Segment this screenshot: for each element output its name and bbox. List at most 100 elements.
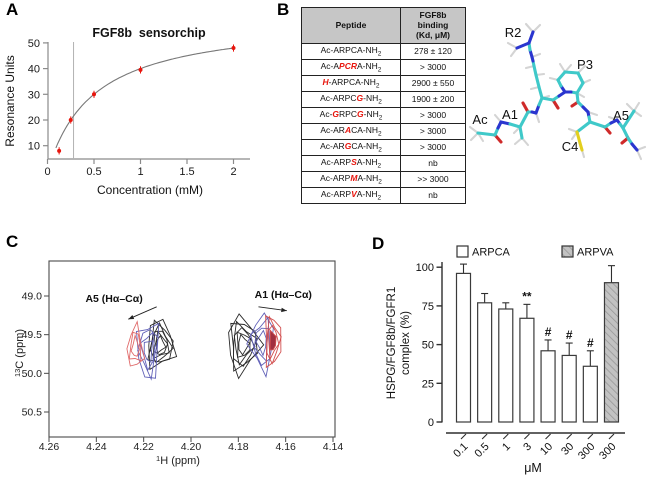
svg-text:1: 1 bbox=[137, 166, 143, 178]
d-xtick-label: 1 bbox=[500, 441, 513, 454]
c-peak-label-0: A5 (Hα–Cα) bbox=[85, 293, 142, 305]
complex-bar-chart: 0 25 50 75 100 0.1 0.5 1 ** 3 #10 #30 #300 300 μM HSPG/… bbox=[386, 245, 625, 475]
d-bars bbox=[455, 263, 620, 423]
peptide-row: Ac-GRPCG-NH2 > 3000 bbox=[301, 106, 466, 124]
peptide-row: Ac-ARPSA-NH2 nb bbox=[301, 154, 466, 172]
svg-text:50: 50 bbox=[28, 38, 40, 50]
svg-text:30: 30 bbox=[28, 89, 40, 101]
peptide-cell: Ac-APCRA-NH2 bbox=[301, 58, 401, 76]
residue-label-A5: A5 bbox=[613, 108, 629, 123]
peptide-row: Ac-ARPCG-NH2 1900 ± 200 bbox=[301, 90, 466, 108]
d-xtick-label: 300 bbox=[597, 441, 618, 462]
svg-text:20: 20 bbox=[28, 115, 40, 127]
d-legend-label-arpva: ARPVA bbox=[577, 247, 614, 259]
c-shift-arrow-0 bbox=[128, 306, 157, 320]
peptide-row: Ac-ARPMA-NH2 >> 3000 bbox=[301, 170, 466, 188]
svg-text:100: 100 bbox=[416, 262, 434, 274]
svg-text:49.5: 49.5 bbox=[22, 329, 43, 341]
svg-text:0: 0 bbox=[44, 166, 50, 178]
d-axes bbox=[436, 262, 625, 440]
kd-cell: nb bbox=[400, 186, 466, 204]
svg-text:50: 50 bbox=[422, 340, 434, 352]
svg-text:4.16: 4.16 bbox=[275, 441, 296, 453]
peptide-row: Ac-ARACA-NH2 > 3000 bbox=[301, 122, 466, 140]
peptide-column-header: Peptide bbox=[301, 7, 401, 44]
a-axes bbox=[43, 42, 250, 164]
peptide-cell: Ac-ARPSA-NH2 bbox=[301, 154, 401, 172]
peptide-row: Ac-ARGCA-NH2 > 3000 bbox=[301, 138, 466, 156]
d-legend-swatch-arpva bbox=[561, 245, 574, 258]
svg-text:4.22: 4.22 bbox=[133, 441, 154, 453]
svg-text:4.20: 4.20 bbox=[181, 441, 202, 453]
d-legend: ARPCA ARPVA bbox=[456, 245, 614, 259]
panel-b-label: B bbox=[277, 0, 290, 19]
kd-cell: > 3000 bbox=[400, 138, 466, 156]
svg-text:0: 0 bbox=[428, 417, 434, 429]
residue-label-C4: C4 bbox=[562, 139, 579, 154]
peptide-row: Ac-ARPVA-NH2 nb bbox=[301, 186, 466, 204]
peptide-table: Peptide FGF8b binding (Kd, μM) Ac-ARPCA-NH2… bbox=[301, 7, 466, 204]
d-significance-mark: ** bbox=[522, 289, 532, 303]
d-significance-mark: # bbox=[566, 328, 573, 342]
svg-text:50.5: 50.5 bbox=[22, 406, 43, 418]
kd-column-header: FGF8b binding (Kd, μM) bbox=[400, 7, 466, 44]
svg-text:4.26: 4.26 bbox=[39, 441, 60, 453]
c-peak-cluster-0 bbox=[126, 318, 178, 381]
d-ytick-labels: 0 25 50 75 100 bbox=[416, 262, 434, 429]
svg-text:1.5: 1.5 bbox=[179, 166, 194, 178]
a-xlabel: Concentration (mM) bbox=[97, 183, 203, 197]
svg-text:4.14: 4.14 bbox=[323, 441, 344, 453]
peptide-cell: Ac-ARGCA-NH2 bbox=[301, 138, 401, 156]
a-data-points bbox=[57, 44, 236, 155]
d-xtick-label: 3 bbox=[521, 441, 534, 454]
d-xtick-label: 30 bbox=[559, 441, 576, 458]
kd-cell: > 3000 bbox=[400, 122, 466, 140]
panel-d-label: D bbox=[372, 234, 385, 253]
peptide-binding-table: Peptide FGF8b binding (Kd, μM) Ac-ARPCA-NH2… bbox=[301, 7, 466, 204]
nmr-hsqc-chart: 49.0 49.5 50.0 50.5 4.26 4.24 4.22 4.20 4.18 4.16… bbox=[13, 260, 344, 467]
d-significance-mark: # bbox=[587, 336, 594, 350]
svg-text:4.24: 4.24 bbox=[86, 441, 107, 453]
peptide-cell: Ac-GRPCG-NH2 bbox=[301, 106, 401, 124]
a-tick-labels: 10 20 30 40 50 0 0.5 1 1.5 2 bbox=[28, 38, 237, 178]
kd-cell: > 3000 bbox=[400, 58, 466, 76]
peptide-cell: Ac-ARPCA-NH2 bbox=[301, 42, 401, 60]
d-xtick-label: 0.1 bbox=[451, 441, 470, 460]
svg-text:10: 10 bbox=[28, 141, 40, 153]
d-legend-label-arpca: ARPCA bbox=[472, 247, 511, 259]
kd-cell: >> 3000 bbox=[400, 170, 466, 188]
a-ylabel: Resonance Units bbox=[3, 55, 17, 146]
residue-label-A1: A1 bbox=[502, 107, 518, 122]
svg-text:4.18: 4.18 bbox=[228, 441, 249, 453]
c-shift-arrow-1 bbox=[258, 306, 287, 313]
residue-label-R2: R2 bbox=[505, 25, 522, 40]
svg-text:2: 2 bbox=[230, 166, 236, 178]
peptide-structure-model: Ac A1 R2 P3 C4 A5 bbox=[468, 22, 647, 161]
kd-cell: 278 ± 120 bbox=[400, 42, 466, 60]
d-ylabel-line1: HSPG/FGF8b/FGFR1 bbox=[386, 287, 398, 399]
a-title: FGF8b sensorchip bbox=[92, 26, 206, 40]
c-peak-label-1: A1 (Hα–Cα) bbox=[255, 289, 312, 301]
c-xlabel: 1H (ppm) bbox=[156, 454, 200, 467]
peptide-row: Ac-ARPCA-NH2 278 ± 120 bbox=[301, 42, 466, 60]
panel-a-label: A bbox=[6, 0, 19, 19]
kd-cell: > 3000 bbox=[400, 106, 466, 124]
d-ylabel-line2: complex (%) bbox=[400, 311, 412, 375]
c-ylabel: 13C (ppm) bbox=[13, 329, 26, 377]
residue-label-P3: P3 bbox=[577, 57, 593, 72]
peptide-cell: Ac-ARACA-NH2 bbox=[301, 122, 401, 140]
d-significance-mark: # bbox=[545, 325, 552, 339]
c-plot-box bbox=[48, 260, 336, 438]
residue-label-Ac: Ac bbox=[472, 112, 488, 127]
d-xtick-label: 300 bbox=[576, 441, 597, 462]
d-xlabel: μM bbox=[524, 461, 542, 475]
peptide-cell: H-ARPCA-NH2 bbox=[301, 74, 401, 92]
stick-model-bonds bbox=[468, 22, 647, 161]
panel-c-label: C bbox=[6, 232, 19, 251]
c-peak-cluster-1 bbox=[228, 312, 282, 380]
svg-text:40: 40 bbox=[28, 64, 40, 76]
svg-text:49.0: 49.0 bbox=[22, 291, 43, 303]
kd-cell: 1900 ± 200 bbox=[400, 90, 466, 108]
peptide-row: H-ARPCA-NH2 2900 ± 550 bbox=[301, 74, 466, 92]
